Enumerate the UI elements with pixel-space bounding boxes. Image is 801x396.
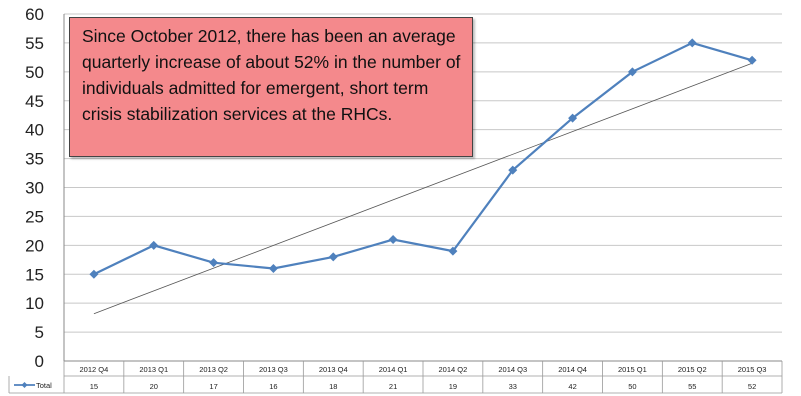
series-markers	[89, 38, 757, 279]
data-point	[508, 165, 518, 175]
y-axis: 0 5 10 15 20 25 30 35 40 45 50 55 60	[25, 5, 44, 371]
data-point	[448, 246, 458, 256]
y-tick-label: 0	[35, 352, 44, 371]
y-tick-label: 15	[25, 265, 44, 284]
x-category-label: 2013 Q4	[319, 365, 348, 374]
data-point	[687, 38, 697, 48]
data-point	[388, 235, 398, 245]
legend-label: Total	[36, 381, 52, 390]
y-tick-label: 50	[25, 63, 44, 82]
y-tick-label: 5	[35, 323, 44, 342]
table-value: 52	[748, 382, 756, 391]
data-point	[89, 269, 99, 279]
table-value: 20	[150, 382, 158, 391]
table-value: 18	[329, 382, 337, 391]
x-category-label: 2014 Q1	[379, 365, 408, 374]
data-point	[747, 55, 757, 65]
y-tick-label: 25	[25, 207, 44, 226]
y-tick-label: 10	[25, 294, 44, 313]
legend-marker	[21, 382, 28, 388]
x-category-label: 2014 Q3	[498, 365, 527, 374]
table-value: 19	[449, 382, 457, 391]
table-value: 17	[209, 382, 217, 391]
data-point	[568, 113, 578, 123]
x-category-label: 2013 Q3	[259, 365, 288, 374]
x-category-label: 2013 Q1	[139, 365, 168, 374]
table-value: 15	[90, 382, 98, 391]
trendline	[93, 62, 753, 315]
table-value: 50	[628, 382, 636, 391]
annotation-box: Since October 2012, there has been an av…	[69, 17, 473, 157]
data-point	[328, 252, 338, 262]
y-tick-label: 40	[25, 121, 44, 140]
y-tick-label: 20	[25, 236, 44, 255]
table-value: 33	[509, 382, 517, 391]
data-point	[627, 67, 637, 77]
series-line-total	[93, 41, 753, 276]
x-category-label: 2015 Q3	[738, 365, 767, 374]
y-tick-label: 45	[25, 92, 44, 111]
data-point	[209, 258, 219, 268]
data-table: 2012 Q4 15 2013 Q1 20 2013 Q2 17 2013 Q3 16 2013…	[8, 361, 783, 394]
y-tick-label: 35	[25, 150, 44, 169]
x-category-label: 2015 Q2	[678, 365, 707, 374]
x-category-label: 2015 Q1	[618, 365, 647, 374]
table-value: 42	[568, 382, 576, 391]
data-point	[149, 240, 159, 250]
x-category-label: 2014 Q2	[439, 365, 468, 374]
table-value: 16	[269, 382, 277, 391]
x-category-label: 2014 Q4	[558, 365, 587, 374]
table-value: 55	[688, 382, 696, 391]
y-tick-label: 55	[25, 34, 44, 53]
y-tick-label: 30	[25, 179, 44, 198]
table-value: 21	[389, 382, 397, 391]
data-point	[268, 263, 278, 273]
y-tick-label: 60	[25, 5, 44, 24]
x-category-label: 2012 Q4	[80, 365, 109, 374]
x-category-label: 2013 Q2	[199, 365, 228, 374]
